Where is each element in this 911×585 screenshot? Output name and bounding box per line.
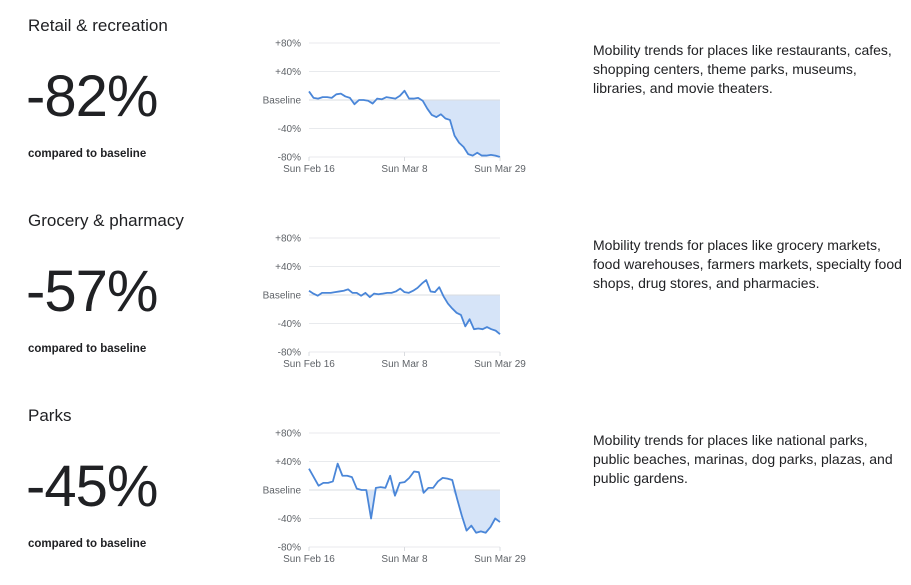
x-tick-label: Sun Feb 16: [283, 359, 335, 370]
compared-label: compared to baseline: [28, 538, 147, 550]
y-tick-label: +80%: [275, 429, 301, 440]
section-retail: Retail & recreation -82% compared to bas…: [0, 0, 911, 195]
y-tick-label: Baseline: [263, 291, 302, 302]
compared-label: compared to baseline: [28, 148, 147, 160]
x-tick-label: Sun Feb 16: [283, 164, 335, 175]
x-tick-label: Sun Feb 16: [283, 554, 335, 565]
below-baseline-area: [309, 490, 500, 533]
y-tick-label: +80%: [275, 234, 301, 245]
below-baseline-area: [309, 295, 500, 335]
y-tick-label: Baseline: [263, 96, 302, 107]
y-tick-label: -40%: [278, 319, 301, 330]
trend-chart: +80% +40% Baseline -40% -80%Sun Feb 16 Sun Ma…: [263, 39, 527, 176]
x-tick-label: Sun Mar 29: [474, 164, 526, 175]
y-tick-label: -40%: [278, 124, 301, 135]
compared-label: compared to baseline: [28, 343, 147, 355]
series-line: [308, 462, 501, 534]
category-title: Parks: [28, 406, 72, 425]
percent-change-value: -45%: [26, 454, 158, 519]
x-tick-label: Sun Mar 8: [381, 359, 428, 370]
x-tick-label: Sun Mar 29: [474, 554, 526, 565]
y-tick-label: -80%: [278, 153, 301, 164]
x-tick-label: Sun Mar 8: [381, 554, 428, 565]
section-grocery: Grocery & pharmacy -57% compared to base…: [0, 195, 911, 390]
x-tick-label: Sun Mar 29: [474, 359, 526, 370]
trend-chart: +80% +40% Baseline -40% -80%Sun Feb 16 Sun Ma…: [263, 429, 527, 566]
y-tick-label: +40%: [275, 457, 301, 468]
section-parks: Parks -45% compared to baseline +80% +40%…: [0, 390, 911, 585]
percent-change-value: -82%: [26, 64, 158, 129]
y-tick-label: -80%: [278, 348, 301, 359]
category-description: Mobility trends for places like restaura…: [593, 42, 892, 96]
category-title: Retail & recreation: [28, 16, 168, 35]
category-description: Mobility trends for places like national…: [593, 432, 893, 486]
percent-change-value: -57%: [26, 259, 158, 324]
category-title: Grocery & pharmacy: [28, 211, 184, 230]
below-baseline-area: [309, 100, 500, 157]
category-description: Mobility trends for places like grocery …: [593, 237, 902, 291]
y-tick-label: -40%: [278, 514, 301, 525]
series-line: [308, 279, 501, 335]
y-tick-label: Baseline: [263, 486, 302, 497]
trend-chart: +80% +40% Baseline -40% -80%Sun Feb 16 Sun Ma…: [263, 234, 527, 371]
y-tick-label: -80%: [278, 543, 301, 554]
y-tick-label: +40%: [275, 262, 301, 273]
y-tick-label: +80%: [275, 39, 301, 50]
series-line: [308, 89, 501, 158]
y-tick-label: +40%: [275, 67, 301, 78]
x-tick-label: Sun Mar 8: [381, 164, 428, 175]
